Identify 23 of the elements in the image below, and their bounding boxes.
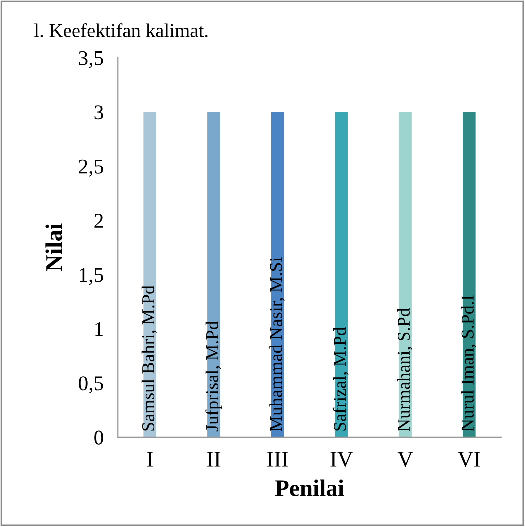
y-tick-label: 1,5 bbox=[80, 268, 104, 286]
y-tick-label: 0 bbox=[94, 430, 104, 445]
y-tick-label: 1 bbox=[96, 322, 103, 336]
x-tick-label: IV bbox=[330, 452, 354, 468]
y-tick-label: 3,5 bbox=[79, 51, 104, 68]
annotation: Nurul Iman, S.Pd.I bbox=[461, 296, 477, 432]
y-tick-label: 2,5 bbox=[79, 160, 104, 177]
annotation: Jufprisal, M.Pd bbox=[206, 321, 222, 432]
x-tick-label: I bbox=[147, 452, 153, 467]
y-tick-label: 0,5 bbox=[78, 376, 104, 394]
x-tick-label: III bbox=[268, 452, 288, 467]
x-tick-label: V bbox=[398, 452, 414, 468]
annotation: Safrizal, M.Pd bbox=[333, 327, 349, 431]
y-tick-label: 3 bbox=[94, 106, 104, 120]
x-tick-label: VI bbox=[458, 452, 480, 468]
annotation: Muhammad Nasir, M.Si bbox=[270, 258, 285, 432]
x-axis-title: Penilai bbox=[275, 480, 344, 496]
x-tick-label: II bbox=[207, 452, 221, 467]
chart-title: l. Keefektifan kalimat. bbox=[34, 24, 208, 38]
annotation: Nurmahani, S.Pd bbox=[397, 308, 413, 432]
annotation: Samsul Bahri, M.Pd bbox=[142, 286, 158, 431]
y-axis-title: Nilai bbox=[46, 224, 62, 272]
y-tick-label: 2 bbox=[94, 214, 104, 228]
